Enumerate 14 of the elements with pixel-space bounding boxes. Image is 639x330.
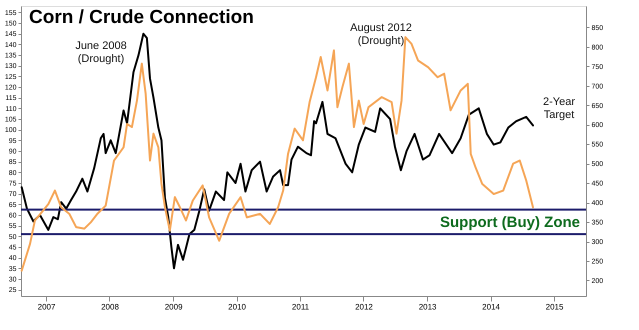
annotation: August 2012 (Drought) (350, 22, 412, 47)
x-tick-label: 2014 (482, 302, 501, 312)
x-tick-label: 2012 (355, 302, 374, 312)
x-tick-label: 2013 (418, 302, 438, 312)
x-tick-label: 2011 (292, 302, 310, 312)
ref-line-label: Support (Buy) Zone (440, 214, 580, 232)
x-tick-label: 2008 (101, 302, 120, 312)
x-tick-label: 2009 (164, 302, 184, 312)
x-tick-label: 2015 (546, 302, 564, 312)
chart-title: Corn / Crude Connection (29, 7, 254, 28)
x-tick-label: 2007 (38, 302, 56, 312)
x-tick-label: 2010 (228, 302, 247, 312)
annotation: 2-Year Target (542, 96, 576, 121)
annotation: June 2008 (Drought) (75, 40, 127, 65)
